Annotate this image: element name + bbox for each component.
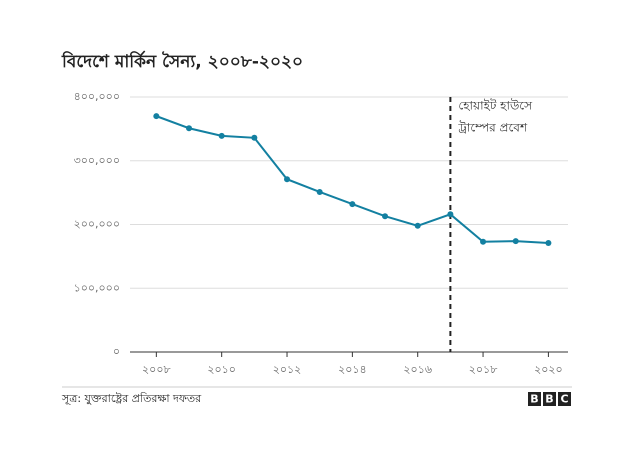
logo-letter: C (560, 393, 568, 406)
x-tick-label: ২০১৪ (338, 363, 367, 376)
x-tick-label: ২০১০ (207, 363, 236, 376)
source: সূত্র: যুক্তরাষ্ট্রের প্রতিরক্ষা দফতর (61, 392, 202, 405)
annotation-text: ট্রাম্পের প্রবেশ (457, 121, 528, 135)
chart-title: বিদেশে মার্কিন সৈন্য, ২০০৮-২০২০ (61, 50, 303, 72)
data-point (186, 125, 193, 132)
data-point (153, 113, 160, 120)
data-point (512, 238, 519, 245)
annotation-text: হোয়াইট হাউসে (458, 99, 533, 113)
y-tick-label: ১০০,০০০ (74, 281, 120, 294)
y-tick-label: ৪০০,০০০ (74, 90, 120, 103)
data-point (218, 132, 225, 139)
logo-box (528, 392, 541, 406)
y-tick-label: ২০০,০০০ (74, 218, 120, 231)
logo-letter: B (545, 393, 553, 406)
y-tick-label: ৩০০,০০০ (74, 154, 120, 167)
data-point (284, 176, 291, 183)
y-tick-label: ০ (113, 345, 120, 358)
x-tick-label: ২০১৬ (403, 363, 432, 376)
data-point (480, 238, 487, 245)
x-tick-label: ২০২০ (534, 363, 563, 376)
logo-box (543, 392, 556, 406)
data-point (316, 188, 323, 195)
data-point (382, 213, 389, 220)
logo-letter: B (530, 393, 538, 406)
x-tick-label: ২০০৮ (142, 363, 171, 376)
data-point (349, 201, 356, 208)
x-tick-label: ২০১২ (273, 363, 302, 376)
data-point (414, 222, 421, 229)
data-point (447, 211, 454, 218)
logo-box (558, 392, 571, 406)
x-tick-label: ২০১৮ (469, 363, 498, 376)
data-point (251, 134, 258, 141)
data-point (545, 239, 552, 246)
